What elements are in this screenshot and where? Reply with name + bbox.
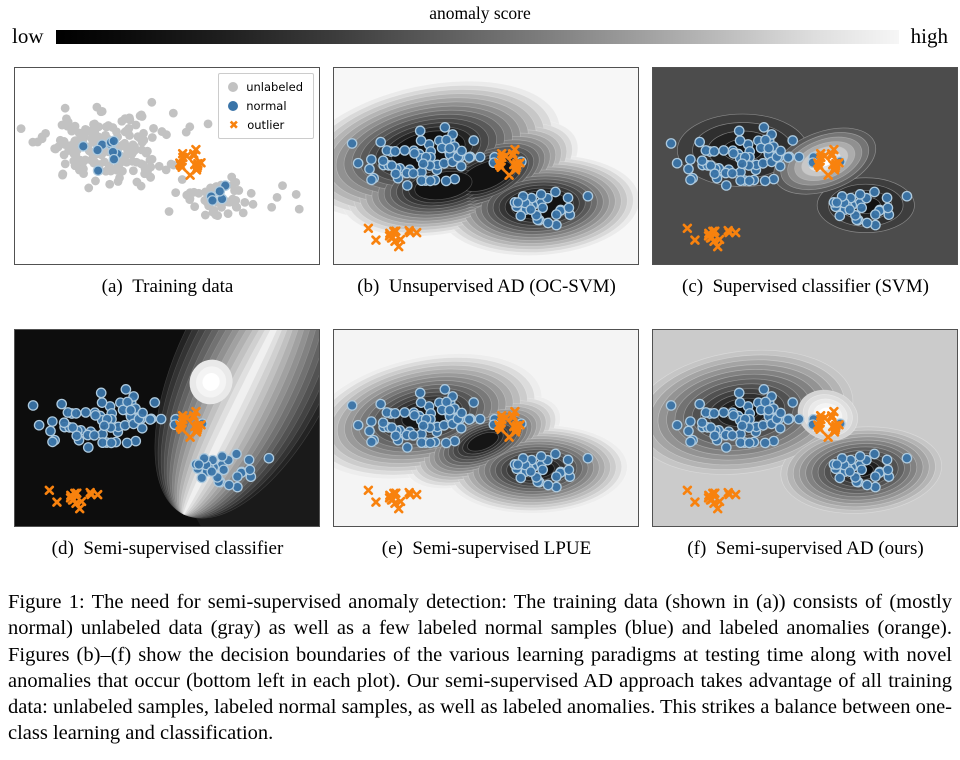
subcaption-d: (d) Semi-supervised classifier [51, 538, 284, 560]
outlier-marker-icon: ✖ [228, 118, 239, 133]
panel-e [333, 329, 639, 528]
anomaly-score-colorbar [55, 29, 899, 44]
panel-a-cell: unlabeled normal ✖ outlier (a) Training … [14, 67, 321, 299]
normal-marker-icon [228, 101, 239, 112]
panel-b-cell: (b) Unsupervised AD (OC-SVM) [333, 67, 640, 299]
legend-item-outlier: ✖ outlier [228, 118, 303, 132]
panel-f-plot [653, 330, 957, 527]
unlabeled-marker-icon [228, 82, 239, 93]
legend-label-outlier: outlier [247, 118, 285, 133]
panel-e-cell: (e) Semi-supervised LPUE [333, 329, 640, 561]
panel-d-plot [15, 330, 319, 527]
panel-f-cell: (f) Semi-supervised AD (ours) [652, 329, 959, 561]
subcaption-a: (a) Training data [101, 276, 234, 298]
subcaption-b: (b) Unsupervised AD (OC-SVM) [357, 276, 616, 298]
colorbar-high-label: high [910, 24, 948, 49]
legend-item-normal: normal [228, 99, 303, 113]
subcaption-e: (e) Semi-supervised LPUE [381, 538, 592, 560]
panel-e-plot [334, 330, 638, 527]
subcaption-f: (f) Semi-supervised AD (ours) [687, 538, 924, 560]
colorbar-low-label: low [12, 24, 44, 49]
subcaption-c: (c) Supervised classifier (SVM) [682, 276, 929, 298]
figure-caption: Figure 1: The need for semi-supervised a… [8, 590, 953, 745]
panel-c-cell: (c) Supervised classifier (SVM) [652, 67, 959, 299]
legend-item-unlabeled: unlabeled [228, 80, 303, 94]
panel-grid: unlabeled normal ✖ outlier (a) Training … [14, 67, 960, 561]
legend: unlabeled normal ✖ outlier [218, 73, 314, 140]
panel-b [333, 67, 639, 266]
panel-c-plot [653, 68, 957, 265]
colorbar-row: low high [0, 26, 960, 47]
legend-label-normal: normal [246, 99, 287, 114]
colorbar-title: anomaly score [429, 3, 531, 23]
panel-d-cell: (d) Semi-supervised classifier [14, 329, 321, 561]
panel-f [652, 329, 958, 528]
colorbar-block: anomaly score low high [0, 0, 960, 47]
panel-d [14, 329, 320, 528]
panel-c [652, 67, 958, 266]
panel-b-plot [334, 68, 638, 265]
panel-a: unlabeled normal ✖ outlier [14, 67, 320, 266]
legend-label-unlabeled: unlabeled [246, 80, 303, 95]
